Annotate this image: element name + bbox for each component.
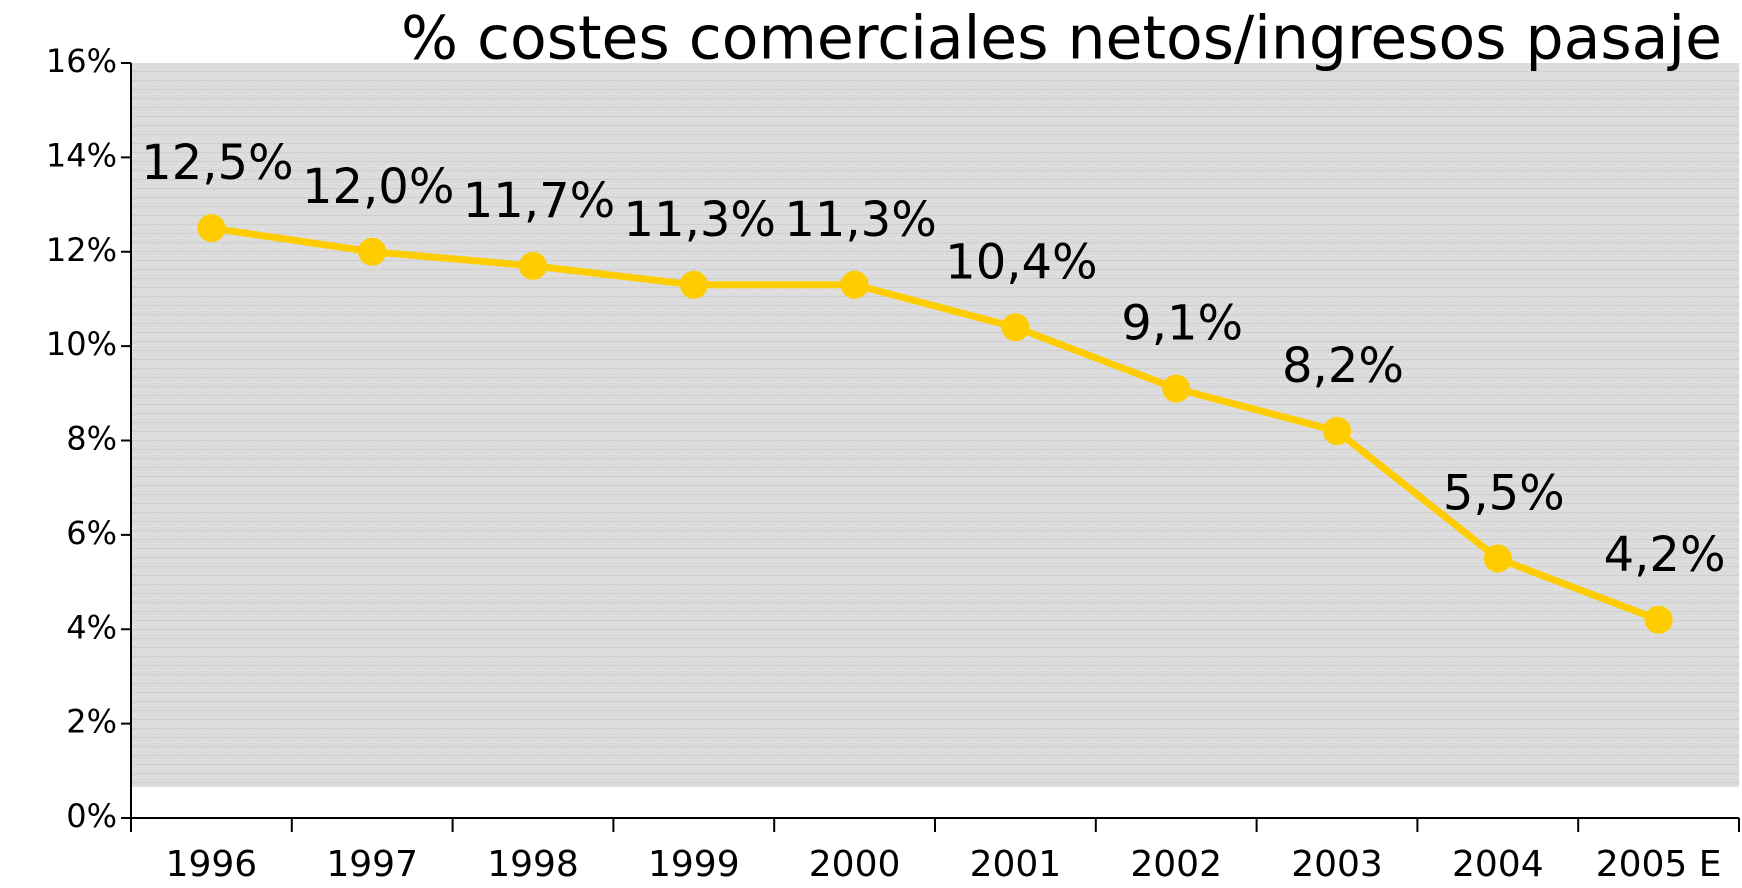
- marker: [197, 214, 226, 243]
- data-label: 10,4%: [945, 234, 1097, 290]
- data-label: 12,0%: [302, 159, 454, 215]
- data-label: 4,2%: [1604, 527, 1726, 583]
- marker: [679, 270, 708, 299]
- plot-background: [131, 63, 1739, 787]
- data-label: 9,1%: [1121, 296, 1243, 352]
- data-label: 11,7%: [463, 173, 615, 229]
- y-tick-label: 4%: [66, 608, 117, 646]
- line: [210, 224, 1660, 624]
- y-tick-label: 8%: [66, 420, 117, 458]
- x-tick-label: 2000: [809, 844, 901, 885]
- y-tick-label: 0%: [66, 797, 117, 835]
- data-label: 11,3%: [624, 192, 776, 248]
- data-label: 5,5%: [1443, 465, 1565, 521]
- y-tick-label: 2%: [66, 703, 117, 741]
- y-tick-label: 14%: [46, 136, 117, 174]
- x-tick-label: 1996: [166, 844, 258, 885]
- x-tick-label: 1998: [487, 844, 579, 885]
- marker: [1483, 544, 1512, 573]
- y-tick-label: 6%: [66, 514, 117, 552]
- x-tick-label: 2001: [970, 844, 1062, 885]
- x-tick-label: 2005 E: [1596, 844, 1722, 885]
- x-tick-label: 2004: [1452, 844, 1544, 885]
- data-label: 12,5%: [141, 135, 293, 191]
- y-tick-label: 16%: [46, 42, 117, 80]
- y-tick-label: 12%: [46, 231, 117, 269]
- data-label: 11,3%: [784, 192, 936, 248]
- x-tick-label: 1999: [648, 844, 740, 885]
- marker: [1001, 313, 1030, 342]
- marker: [519, 251, 547, 280]
- chart-title: % costes comerciales netos/ingresos pasa…: [401, 4, 1722, 74]
- y-tick-label: 10%: [46, 325, 117, 363]
- x-tick-label: 1997: [326, 844, 418, 885]
- x-tick-label: 2003: [1291, 844, 1383, 885]
- marker: [1644, 605, 1673, 634]
- marker: [1162, 374, 1191, 403]
- data-label: 8,2%: [1282, 338, 1404, 394]
- marker: [840, 270, 869, 299]
- marker: [358, 237, 387, 266]
- x-tick-label: 2002: [1130, 844, 1222, 885]
- marker: [1323, 417, 1351, 446]
